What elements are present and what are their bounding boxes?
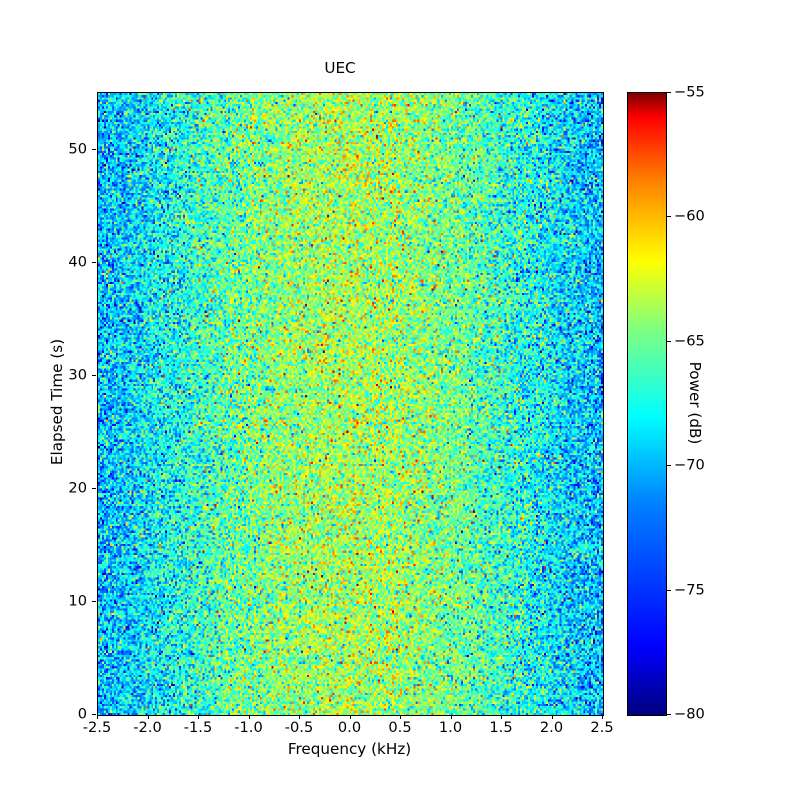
x-tick-mark [198,715,200,719]
colorbar-tick-label: −65 [674,332,705,350]
x-tick-mark [400,715,402,719]
colorbar-tick-label: −80 [674,705,705,723]
y-tick-label: 50 [68,140,87,158]
spectrogram-image [98,93,603,715]
y-tick-label: 40 [68,253,87,271]
colorbar-label: Power (dB) [686,361,704,445]
x-tick-label: -2.5 [82,719,112,736]
x-tick-label: 0.5 [388,719,412,736]
colorbar-tick-label: −70 [674,456,705,474]
colorbar-tick-label: −60 [674,207,705,225]
y-tick-label: 20 [68,479,87,497]
x-tick-mark [551,715,553,719]
colorbar-tick-label: −55 [674,83,705,101]
x-tick-label: 2.5 [590,719,614,736]
colorbar-tick-mark [667,465,671,467]
colorbar [627,92,667,716]
spectrogram-plot-area [97,92,604,716]
x-tick-label: -0.5 [284,719,314,736]
x-tick-label: 0.0 [337,719,362,736]
x-tick-mark [602,715,604,719]
x-tick-mark [97,715,99,719]
x-tick-mark [450,715,452,719]
x-tick-label: -2.0 [133,719,162,736]
x-tick-mark [349,715,351,719]
x-tick-label: 2.0 [539,719,564,736]
y-tick-mark [92,374,96,376]
x-tick-mark [501,715,503,719]
colorbar-tick-mark [667,216,671,218]
y-tick-mark [92,261,96,263]
colorbar-tick-mark [667,589,671,591]
colorbar-tick-mark [667,340,671,342]
title-line-station: UEC [324,59,356,78]
x-tick-mark [299,715,301,719]
x-tick-label: -1.5 [183,719,213,736]
y-axis-label: Elapsed Time (s) [48,338,66,466]
y-tick-mark [92,148,96,150]
colorbar-tick-mark [667,714,671,716]
y-tick-mark [92,600,96,602]
x-tick-mark [248,715,250,719]
colorbar-tick-mark [667,92,671,94]
x-tick-label: -1.0 [234,719,263,736]
y-tick-label: 10 [68,592,87,610]
x-tick-label: 1.0 [438,719,463,736]
y-tick-label: 0 [77,705,87,723]
y-tick-label: 30 [68,366,87,384]
colorbar-tick-label: −75 [674,581,705,599]
y-tick-mark [92,487,96,489]
x-axis-label: Frequency (kHz) [287,740,412,758]
x-tick-mark [147,715,149,719]
x-tick-label: 1.5 [489,719,513,736]
y-tick-mark [92,714,96,716]
